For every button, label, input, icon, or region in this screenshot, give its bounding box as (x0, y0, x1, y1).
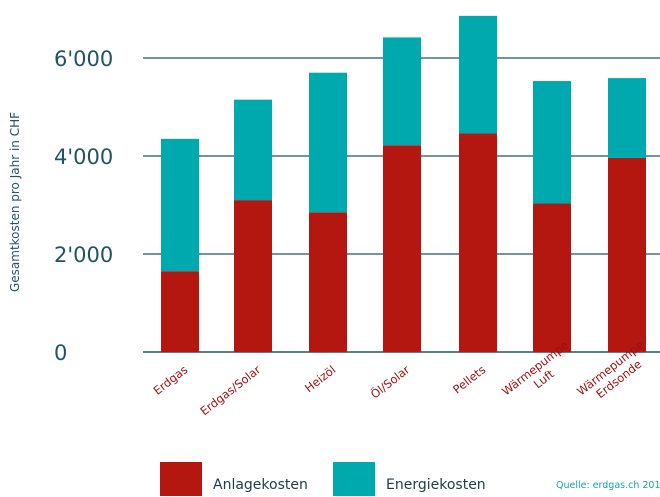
source-note: Quelle: erdgas.ch 2017 (556, 480, 660, 491)
legend-label-energiekosten: Energiekosten (386, 477, 486, 493)
bar-energiekosten-6 (608, 78, 646, 158)
y-tick-label: 4'000 (54, 145, 113, 169)
y-axis-label: Gesamtkosten pro Jahr in CHF (8, 112, 22, 292)
y-tick-label: 6'000 (54, 47, 113, 71)
legend: Anlagekosten Energiekosten (160, 462, 486, 496)
y-tick-label: 2'000 (54, 243, 113, 267)
bar-energiekosten-3 (383, 37, 421, 146)
bars (161, 15, 646, 352)
bar-energiekosten-5 (533, 81, 571, 204)
x-tick-label: Pellets (450, 362, 488, 396)
bar-energiekosten-1 (234, 99, 272, 201)
x-tick-label-line: Erdgas/Solar (197, 362, 263, 418)
x-tick-label-line: Heizöl (302, 362, 338, 395)
legend-swatch-anlagekosten (160, 462, 202, 496)
y-tick-label: 0 (54, 341, 67, 365)
legend-label-anlagekosten: Anlagekosten (213, 477, 308, 493)
bar-energiekosten-4 (459, 15, 497, 134)
x-tick-label-line: Erdgas (151, 362, 191, 397)
bar-anlagekosten-1 (234, 200, 272, 352)
x-tick-label: Öl/Solar (367, 361, 413, 402)
bar-energiekosten-0 (161, 138, 199, 272)
x-tick-label-line: Öl/Solar (367, 361, 413, 402)
x-tick-label: Heizöl (302, 362, 338, 395)
bar-energiekosten-2 (309, 72, 347, 213)
legend-swatch-energiekosten (333, 462, 375, 496)
bar-anlagekosten-3 (383, 145, 421, 352)
x-tick-label: Erdgas/Solar (197, 362, 263, 418)
bar-anlagekosten-2 (309, 212, 347, 352)
bar-anlagekosten-4 (459, 133, 497, 352)
bar-anlagekosten-0 (161, 271, 199, 352)
x-tick-label: Erdgas (151, 362, 191, 397)
bar-anlagekosten-5 (533, 203, 571, 352)
x-tick-label-line: Pellets (450, 362, 488, 396)
y-axis-ticks: 0 2'000 4'000 6'000 (54, 47, 113, 365)
bar-anlagekosten-6 (608, 157, 646, 352)
